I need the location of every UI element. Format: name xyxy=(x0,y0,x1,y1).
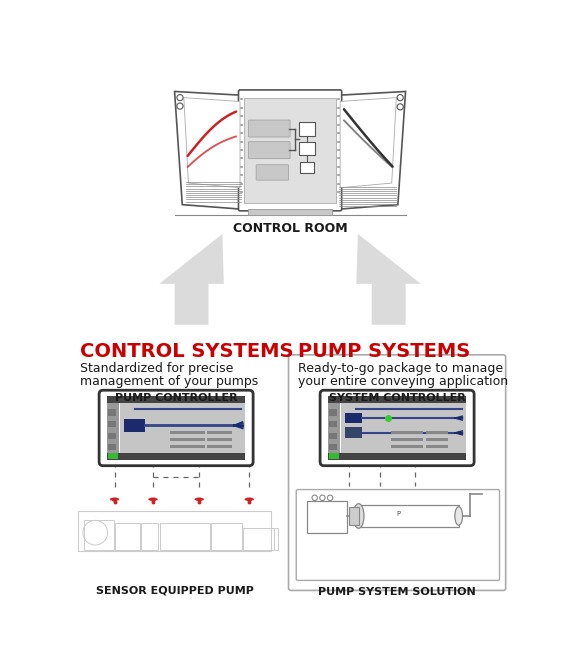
Bar xyxy=(391,445,423,448)
Polygon shape xyxy=(340,98,396,188)
Bar xyxy=(84,520,114,549)
Bar xyxy=(120,404,245,453)
Polygon shape xyxy=(337,91,406,209)
Text: SYSTEM CONTROLLER: SYSTEM CONTROLLER xyxy=(329,392,465,402)
Bar xyxy=(359,505,458,527)
Text: CONTROL SYSTEMS: CONTROL SYSTEMS xyxy=(80,342,293,361)
Bar xyxy=(329,421,337,427)
Bar xyxy=(274,528,278,549)
Polygon shape xyxy=(174,91,243,209)
Bar xyxy=(211,523,242,549)
Bar xyxy=(244,98,336,203)
Bar xyxy=(115,523,140,549)
Text: PUMP SYSTEM SOLUTION: PUMP SYSTEM SOLUTION xyxy=(318,587,476,597)
Bar xyxy=(207,438,232,441)
Bar xyxy=(391,438,423,441)
Circle shape xyxy=(397,104,403,110)
Ellipse shape xyxy=(455,507,462,525)
Bar xyxy=(170,438,205,441)
Circle shape xyxy=(397,95,403,101)
Bar xyxy=(124,420,145,432)
FancyBboxPatch shape xyxy=(256,165,289,180)
Text: your entire conveying application: your entire conveying application xyxy=(298,375,508,388)
FancyBboxPatch shape xyxy=(248,142,290,159)
Text: management of your pumps: management of your pumps xyxy=(80,375,258,388)
Bar xyxy=(107,453,246,460)
Bar xyxy=(107,396,246,402)
Bar xyxy=(170,431,205,434)
Bar xyxy=(108,433,116,439)
Text: Standardized for precise: Standardized for precise xyxy=(80,362,233,375)
Bar xyxy=(349,507,359,525)
Bar xyxy=(341,404,466,453)
Text: PUMP CONTROLLER: PUMP CONTROLLER xyxy=(115,392,237,402)
Bar xyxy=(300,163,314,173)
FancyBboxPatch shape xyxy=(238,90,342,211)
Text: P: P xyxy=(397,511,401,517)
FancyBboxPatch shape xyxy=(289,355,505,591)
Ellipse shape xyxy=(353,503,364,528)
Bar xyxy=(108,454,118,459)
Polygon shape xyxy=(356,234,421,325)
Bar xyxy=(243,528,274,549)
Bar xyxy=(207,445,232,448)
Bar xyxy=(78,511,271,551)
FancyBboxPatch shape xyxy=(296,490,500,581)
FancyBboxPatch shape xyxy=(99,390,253,466)
Circle shape xyxy=(177,95,183,101)
Bar xyxy=(107,404,119,453)
Bar xyxy=(170,445,205,448)
Bar xyxy=(345,413,362,424)
Text: Ready-to-go package to manage: Ready-to-go package to manage xyxy=(298,362,503,375)
Bar xyxy=(108,421,116,427)
Text: CONTROL ROOM: CONTROL ROOM xyxy=(233,222,348,235)
Polygon shape xyxy=(184,98,240,188)
Circle shape xyxy=(177,103,183,109)
Bar xyxy=(328,396,466,402)
FancyBboxPatch shape xyxy=(248,120,290,137)
Bar xyxy=(329,444,337,450)
Bar xyxy=(329,410,337,416)
Bar xyxy=(345,428,362,438)
Bar xyxy=(328,453,466,460)
Bar xyxy=(207,431,232,434)
Bar xyxy=(329,454,340,459)
Bar xyxy=(142,523,158,549)
Bar xyxy=(298,143,315,155)
Text: PUMP SYSTEMS: PUMP SYSTEMS xyxy=(298,342,470,361)
Bar xyxy=(329,433,337,439)
Bar xyxy=(248,209,332,215)
Bar xyxy=(160,523,210,549)
Bar xyxy=(108,410,116,416)
FancyBboxPatch shape xyxy=(320,390,474,466)
Text: SENSOR EQUIPPED PUMP: SENSOR EQUIPPED PUMP xyxy=(96,585,254,595)
Polygon shape xyxy=(159,234,224,325)
Bar xyxy=(426,431,448,434)
Bar xyxy=(298,123,315,137)
Bar xyxy=(307,501,347,533)
Bar xyxy=(108,444,116,450)
Bar xyxy=(426,445,448,448)
Bar xyxy=(328,404,340,453)
Bar xyxy=(391,431,423,434)
Bar xyxy=(426,438,448,441)
